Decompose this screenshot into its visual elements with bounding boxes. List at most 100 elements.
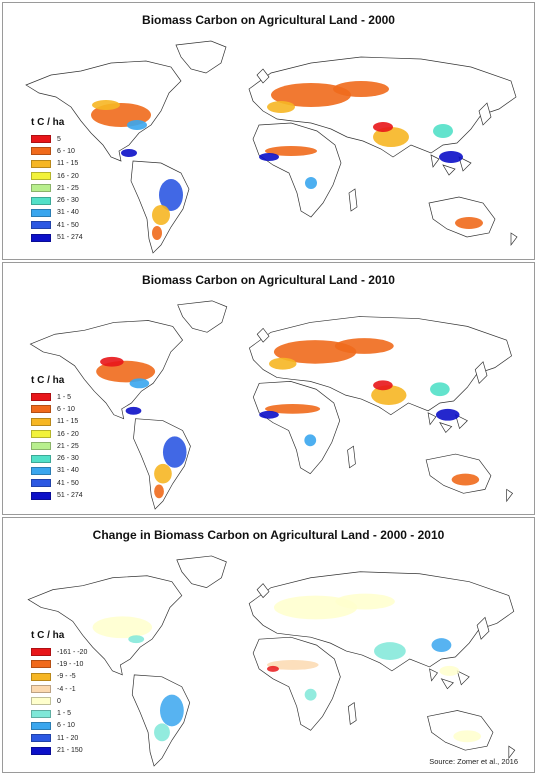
legend-item: 26 - 30 bbox=[31, 194, 83, 206]
map-panel-2010: Biomass Carbon on Agricultural Land - 20… bbox=[2, 262, 535, 515]
legend-label: 0 bbox=[57, 697, 61, 705]
legend-2010: t C / ha 1 - 5 6 - 10 11 - 15 16 - 20 21 - 2… bbox=[31, 375, 83, 502]
legend-label: -19 - -10 bbox=[57, 660, 84, 668]
legend-swatch bbox=[31, 135, 51, 144]
legend-label: 1 - 5 bbox=[57, 393, 72, 401]
legend-item: 51 - 274 bbox=[31, 489, 83, 501]
legend-swatch bbox=[31, 159, 51, 168]
legend-swatch bbox=[31, 393, 51, 402]
legend-label: 41 - 50 bbox=[57, 221, 79, 229]
legend-item: -19 - -10 bbox=[31, 658, 87, 670]
map-panel-2000: Biomass Carbon on Agricultural Land - 20… bbox=[2, 2, 535, 260]
legend-swatch bbox=[31, 709, 51, 718]
legend-label: 51 - 274 bbox=[57, 492, 83, 500]
legend-swatch bbox=[31, 746, 51, 755]
legend-item: 6 - 10 bbox=[31, 403, 83, 415]
world-map-2000 bbox=[25, 40, 518, 254]
panel-title: Biomass Carbon on Agricultural Land - 20… bbox=[142, 273, 395, 287]
legend-swatch bbox=[31, 697, 51, 706]
legend-label: 31 - 40 bbox=[57, 209, 79, 217]
legend-swatch bbox=[31, 184, 51, 193]
legend-label: 41 - 50 bbox=[57, 479, 79, 487]
legend-label: -4 - -1 bbox=[57, 685, 76, 693]
legend-label: 21 - 25 bbox=[57, 442, 79, 450]
panel-title: Change in Biomass Carbon on Agricultural… bbox=[92, 528, 445, 542]
legend-item: -4 - -1 bbox=[31, 683, 87, 695]
legend-swatch bbox=[31, 442, 51, 451]
legend-item: 41 - 50 bbox=[31, 219, 83, 231]
legend-item: 31 - 40 bbox=[31, 207, 83, 219]
legend-swatch bbox=[31, 466, 51, 475]
legend-swatch bbox=[31, 479, 51, 488]
legend-change: t C / ha -161 - -20 -19 - -10 -9 - -5 -4 - … bbox=[31, 630, 87, 757]
legend-swatch bbox=[31, 430, 51, 439]
legend-swatch bbox=[31, 454, 51, 463]
legend-label: 6 - 10 bbox=[57, 147, 75, 155]
legend-swatch bbox=[31, 660, 51, 669]
legend-item: -9 - -5 bbox=[31, 671, 87, 683]
legend-item: 11 - 20 bbox=[31, 732, 87, 744]
data-layer bbox=[96, 338, 480, 499]
legend-item: 0 bbox=[31, 695, 87, 707]
legend-item: -161 - -20 bbox=[31, 646, 87, 658]
legend-item: 31 - 40 bbox=[31, 465, 83, 477]
legend-swatch bbox=[31, 648, 51, 657]
panel-title: Biomass Carbon on Agricultural Land - 20… bbox=[142, 13, 395, 27]
legend-swatch bbox=[31, 685, 51, 694]
legend-label: 21 - 25 bbox=[57, 184, 79, 192]
legend-label: 26 - 30 bbox=[57, 197, 79, 205]
legend-item: 21 - 25 bbox=[31, 182, 83, 194]
legend-label: 5 bbox=[57, 135, 61, 143]
legend-swatch bbox=[31, 417, 51, 426]
legend-swatch bbox=[31, 147, 51, 156]
legend-label: 16 - 20 bbox=[57, 430, 79, 438]
legend-item: 11 - 15 bbox=[31, 158, 83, 170]
legend-label: 11 - 15 bbox=[57, 418, 79, 426]
legend-label: 31 - 40 bbox=[57, 467, 79, 475]
legend-item: 1 - 5 bbox=[31, 707, 87, 719]
source-citation: Source: Zomer et al., 2016 bbox=[429, 757, 518, 766]
legend-unit-label: t C / ha bbox=[31, 117, 65, 128]
legend-2000: t C / ha 5 6 - 10 11 - 15 16 - 20 21 - 25 26 … bbox=[31, 117, 83, 244]
legend-item: 6 - 10 bbox=[31, 145, 83, 157]
legend-label: 21 - 150 bbox=[57, 747, 83, 755]
legend-item: 41 - 50 bbox=[31, 477, 83, 489]
legend-swatch bbox=[31, 672, 51, 681]
legend-label: 16 - 20 bbox=[57, 172, 79, 180]
legend-item: 26 - 30 bbox=[31, 452, 83, 464]
map-panel-change: Change in Biomass Carbon on Agricultural… bbox=[2, 517, 535, 773]
legend-swatch bbox=[31, 172, 51, 181]
legend-unit-label: t C / ha bbox=[31, 375, 65, 386]
legend-swatch bbox=[31, 208, 51, 217]
legend-item: 51 - 274 bbox=[31, 231, 83, 243]
legend-item: 1 - 5 bbox=[31, 391, 83, 403]
legend-label: -9 - -5 bbox=[57, 673, 76, 681]
legend-label: 6 - 10 bbox=[57, 405, 75, 413]
world-map-2010 bbox=[29, 300, 514, 510]
legend-item: 5 bbox=[31, 133, 83, 145]
legend-label: 6 - 10 bbox=[57, 722, 75, 730]
legend-label: -161 - -20 bbox=[57, 648, 88, 656]
legend-label: 51 - 274 bbox=[57, 234, 83, 242]
legend-item: 11 - 15 bbox=[31, 416, 83, 428]
legend-swatch bbox=[31, 734, 51, 743]
data-layer bbox=[91, 81, 483, 240]
legend-label: 26 - 30 bbox=[57, 455, 79, 463]
legend-label: 11 - 20 bbox=[57, 734, 79, 742]
legend-unit-label: t C / ha bbox=[31, 630, 65, 641]
data-layer bbox=[92, 593, 482, 743]
legend-swatch bbox=[31, 221, 51, 230]
legend-swatch bbox=[31, 196, 51, 205]
legend-swatch bbox=[31, 405, 51, 414]
legend-item: 21 - 150 bbox=[31, 744, 87, 756]
legend-item: 21 - 25 bbox=[31, 440, 83, 452]
legend-swatch bbox=[31, 721, 51, 730]
legend-swatch bbox=[31, 491, 51, 500]
world-map-change bbox=[27, 555, 516, 767]
legend-label: 1 - 5 bbox=[57, 710, 72, 718]
legend-label: 11 - 15 bbox=[57, 160, 79, 168]
legend-item: 6 - 10 bbox=[31, 720, 87, 732]
legend-swatch bbox=[31, 233, 51, 242]
legend-item: 16 - 20 bbox=[31, 170, 83, 182]
legend-item: 16 - 20 bbox=[31, 428, 83, 440]
